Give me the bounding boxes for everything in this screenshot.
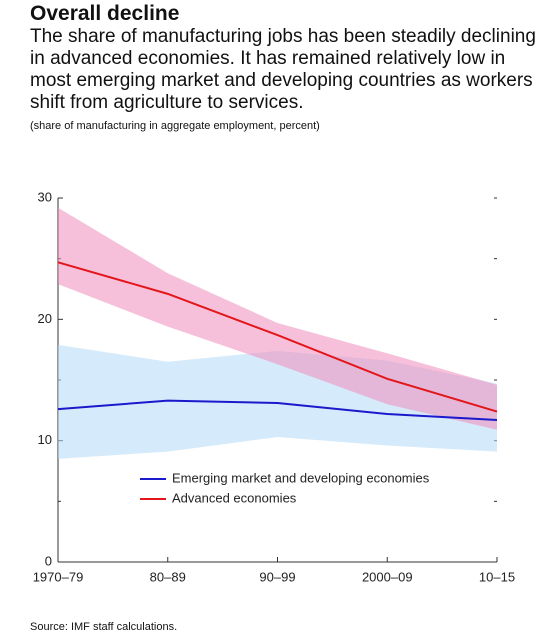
x-tick-label: 2000–09 xyxy=(362,569,413,584)
chart-note: (share of manufacturing in aggregate emp… xyxy=(30,120,320,132)
chart-subtitle: The share of manufacturing jobs has been… xyxy=(30,26,536,113)
series-line xyxy=(57,399,498,422)
series-line xyxy=(57,261,498,413)
legend-label: Emerging market and developing economies xyxy=(172,470,430,485)
x-tick-label: 10–15 xyxy=(479,569,515,584)
x-tick-label: 90–99 xyxy=(259,569,295,584)
y-tick-label: 0 xyxy=(45,553,52,568)
chart-title: Overall decline xyxy=(30,2,180,25)
confidence-band xyxy=(58,207,497,430)
x-tick-label: 80–89 xyxy=(150,569,186,584)
y-tick-label: 10 xyxy=(38,432,52,447)
source: Source: IMF staff calculations. xyxy=(30,621,178,633)
y-tick-label: 30 xyxy=(38,189,52,204)
y-tick-label: 20 xyxy=(38,311,52,326)
x-tick-label: 1970–79 xyxy=(33,569,84,584)
legend-label: Advanced economies xyxy=(172,490,297,505)
header: Overall decline The share of manufacturi… xyxy=(30,2,540,132)
